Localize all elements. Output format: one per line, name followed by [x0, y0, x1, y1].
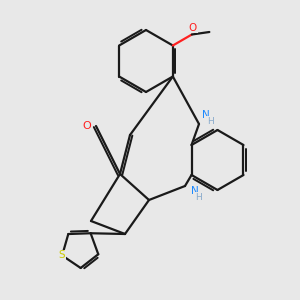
- Text: O: O: [82, 121, 91, 131]
- Text: O: O: [189, 22, 197, 32]
- Text: N: N: [191, 186, 199, 196]
- Text: N: N: [202, 110, 210, 120]
- Text: S: S: [59, 250, 65, 260]
- Text: H: H: [207, 116, 213, 125]
- Text: H: H: [196, 193, 202, 202]
